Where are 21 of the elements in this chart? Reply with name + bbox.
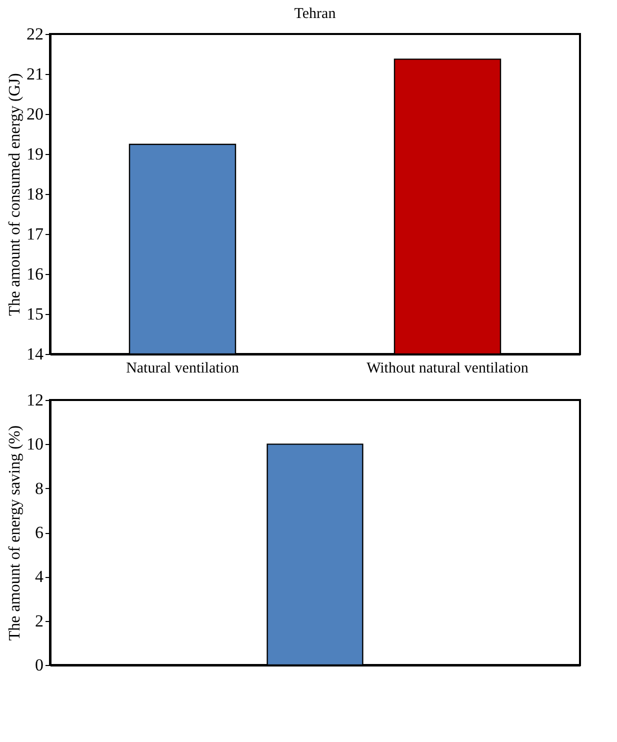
y-tick-label: 17 <box>26 224 44 244</box>
y-tick-label: 18 <box>26 184 44 204</box>
y-axis-title: The amount of consumed energy (GJ) <box>6 73 24 316</box>
y-tick-label: 22 <box>26 24 44 44</box>
y-tick-label: 0 <box>35 656 44 674</box>
y-tick-label: 20 <box>26 104 44 124</box>
y-tick-label: 14 <box>26 344 44 364</box>
y-axis-title: The amount of energy saving (%) <box>6 425 24 641</box>
y-tick-label: 16 <box>26 264 44 284</box>
y-tick-label: 12 <box>26 390 44 410</box>
y-tick-label: 8 <box>35 478 44 498</box>
y-tick-label: 4 <box>35 567 44 586</box>
chart-title: Tehran <box>294 6 336 22</box>
y-tick-label: 19 <box>26 144 44 164</box>
y-tick-label: 21 <box>26 64 44 84</box>
y-tick-label: 2 <box>35 611 44 630</box>
y-tick-label: 6 <box>35 523 44 542</box>
x-tick-label: Natural ventilation <box>126 360 240 376</box>
y-tick-label: 15 <box>26 304 44 324</box>
x-tick-label: Without natural ventilation <box>366 360 529 376</box>
y-tick-label: 10 <box>26 434 44 454</box>
